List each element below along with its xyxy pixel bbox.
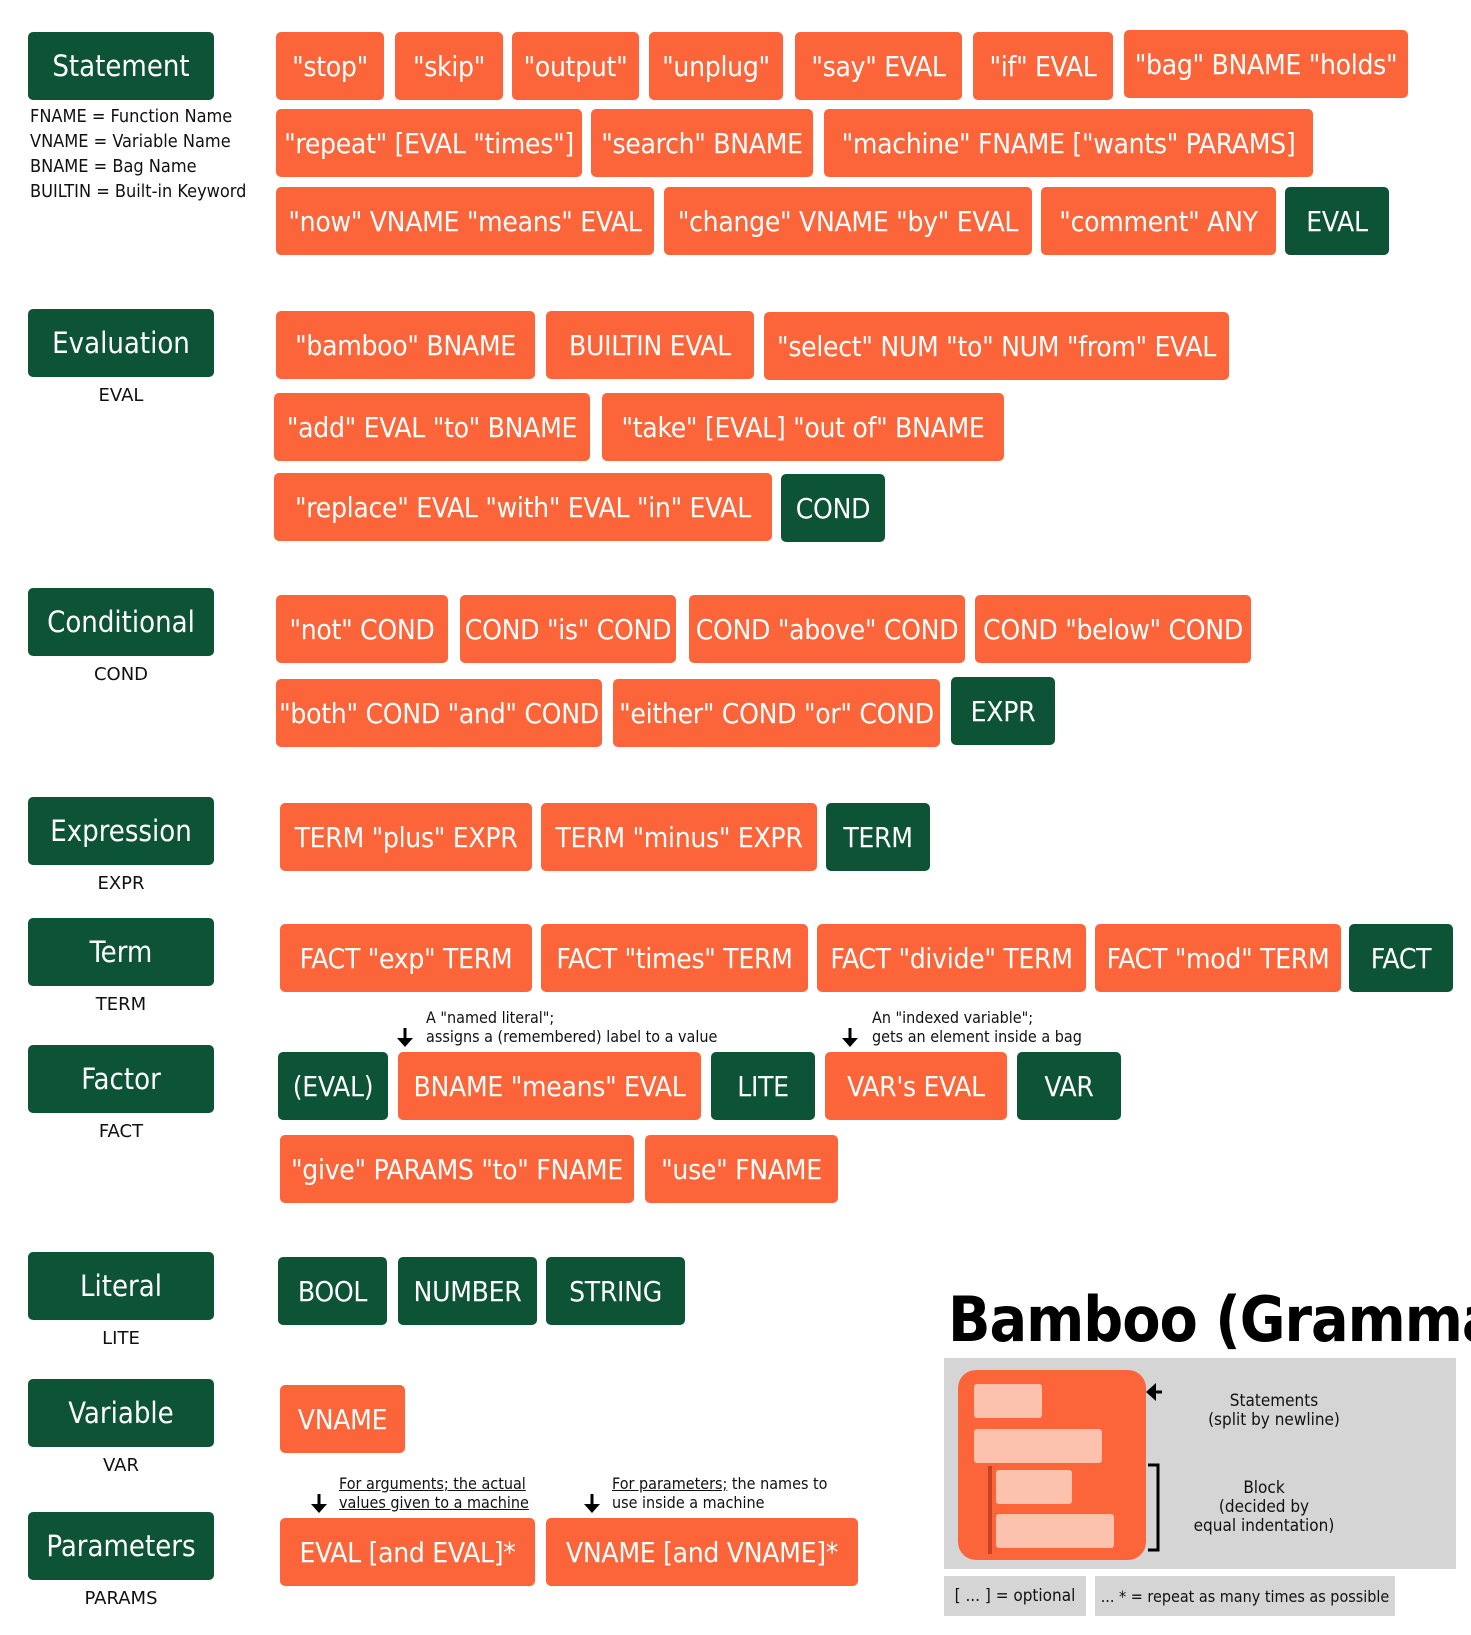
rule-minus: TERM "minus" EXPR	[541, 803, 817, 871]
section-parameters: Parameters	[28, 1512, 214, 1580]
rule-is: COND "is" COND	[460, 595, 676, 663]
note-parameters-1: For parameters; the names to	[612, 1474, 827, 1493]
section-statement: Statement	[28, 32, 214, 100]
statements-caption-1: Statements	[1229, 1391, 1319, 1411]
rule-paren-eval: (EVAL)	[278, 1052, 388, 1120]
note-named-literal-1: A "named literal";	[426, 1008, 555, 1027]
rule-give: "give" PARAMS "to" FNAME	[280, 1135, 634, 1203]
block-caption-2: (decided by	[1218, 1497, 1310, 1517]
rule-fact: FACT	[1349, 924, 1453, 992]
rule-stop: "stop"	[276, 32, 384, 100]
rule-output: "output"	[512, 32, 639, 100]
arrow-down-icon	[584, 1494, 600, 1513]
rule-either: "either" COND "or" COND	[613, 679, 940, 747]
note-indexed-variable-1: An "indexed variable";	[872, 1008, 1034, 1027]
rule-bag: "bag" BNAME "holds"	[1124, 30, 1408, 98]
rule-divide: FACT "divide" TERM	[817, 924, 1086, 992]
rule-not: "not" COND	[276, 595, 448, 663]
arrow-down-icon	[311, 1494, 327, 1513]
rule-now: "now" VNAME "means" EVAL	[276, 187, 654, 255]
rule-number: NUMBER	[398, 1257, 537, 1325]
block-caption-1: Block	[1243, 1478, 1285, 1498]
rule-eval: EVAL	[1285, 187, 1389, 255]
statements-caption-2: (split by newline)	[1208, 1410, 1340, 1430]
note-indexed-variable-2: gets an element inside a bag	[872, 1027, 1082, 1046]
rule-vars-eval: VAR's EVAL	[825, 1052, 1007, 1120]
key-repeat: ... * = repeat as many times as possible	[1095, 1576, 1395, 1616]
rule-repeat: "repeat" [EVAL "times"]	[276, 109, 582, 177]
section-literal: Literal	[28, 1252, 214, 1320]
rule-if: "if" EVAL	[973, 32, 1113, 100]
rule-both: "both" COND "and" COND	[276, 679, 602, 747]
rule-add: "add" EVAL "to" BNAME	[274, 393, 590, 461]
note-arguments-rest: the actual	[448, 1474, 526, 1493]
rule-bool: BOOL	[278, 1257, 387, 1325]
note-arguments-term: For arguments;	[339, 1474, 449, 1493]
rule-above: COND "above" COND	[689, 595, 965, 663]
rule-builtin: BUILTIN EVAL	[546, 311, 754, 379]
rule-unplug: "unplug"	[649, 32, 783, 100]
abbr-term: TERM	[95, 994, 147, 1015]
rule-lite: LITE	[711, 1052, 815, 1120]
rule-exp: FACT "exp" TERM	[280, 924, 532, 992]
page-title: Bamboo (Grammar)	[948, 1283, 1471, 1356]
note-arguments-2: values given to a machine	[339, 1493, 529, 1512]
rule-expr: EXPR	[951, 677, 1055, 745]
rule-say: "say" EVAL	[795, 32, 962, 100]
abbr-lite: LITE	[102, 1328, 140, 1349]
section-factor: Factor	[28, 1045, 214, 1113]
rule-take: "take" [EVAL] "out of" BNAME	[602, 393, 1004, 461]
block-diagram: Statements (split by newline) Block (dec…	[944, 1358, 1456, 1569]
legend-vname: VNAME = Variable Name	[30, 131, 231, 152]
section-variable: Variable	[28, 1379, 214, 1447]
rule-vname: VNAME	[280, 1385, 405, 1453]
rule-var: VAR	[1017, 1052, 1121, 1120]
rule-times: FACT "times" TERM	[541, 924, 808, 992]
rule-cond: COND	[781, 474, 885, 542]
legend-fname: FNAME = Function Name	[30, 106, 233, 127]
rule-mod: FACT "mod" TERM	[1095, 924, 1341, 992]
rule-vname-and-vname: VNAME [and VNAME]*	[546, 1518, 858, 1586]
abbr-params: PARAMS	[84, 1588, 158, 1609]
abbr-cond: COND	[93, 664, 149, 685]
section-term: Term	[28, 918, 214, 986]
rule-bamboo: "bamboo" BNAME	[276, 311, 535, 379]
arrow-down-icon	[842, 1028, 858, 1047]
legend-bname: BNAME = Bag Name	[30, 156, 197, 177]
note-parameters-rest: the names to	[727, 1474, 828, 1493]
abbr-eval: EVAL	[98, 385, 144, 406]
rule-skip: "skip"	[395, 32, 503, 100]
rule-machine: "machine" FNAME ["wants" PARAMS]	[824, 109, 1313, 177]
legend-builtin: BUILTIN = Built-in Keyword	[30, 181, 247, 202]
note-arguments-1: For arguments; the actual	[339, 1474, 526, 1493]
note-named-literal-2: assigns a (remembered) label to a value	[426, 1027, 718, 1046]
key-optional: [ ... ] = optional	[944, 1576, 1086, 1616]
abbr-var: VAR	[103, 1455, 139, 1476]
block-caption-3: equal indentation)	[1193, 1516, 1335, 1536]
note-arguments-line2: values given to a machine	[339, 1493, 529, 1512]
rule-string: STRING	[546, 1257, 685, 1325]
block-illustration	[958, 1370, 1162, 1560]
rule-comment: "comment" ANY	[1041, 187, 1276, 255]
section-expression: Expression	[28, 797, 214, 865]
rule-bname-means: BNAME "means" EVAL	[398, 1052, 701, 1120]
rule-below: COND "below" COND	[975, 595, 1251, 663]
rule-change: "change" VNAME "by" EVAL	[664, 187, 1032, 255]
rule-replace: "replace" EVAL "with" EVAL "in" EVAL	[274, 473, 772, 541]
section-evaluation: Evaluation	[28, 309, 214, 377]
abbr-fact: FACT	[98, 1121, 144, 1142]
rule-search: "search" BNAME	[591, 109, 813, 177]
note-parameters-2: use inside a machine	[612, 1493, 765, 1512]
rule-plus: TERM "plus" EXPR	[280, 803, 532, 871]
section-conditional: Conditional	[28, 588, 214, 656]
abbr-expr: EXPR	[97, 873, 145, 894]
note-parameters-term: For parameters;	[612, 1474, 728, 1493]
arrow-down-icon	[397, 1028, 413, 1047]
rule-term: TERM	[826, 803, 930, 871]
rule-use: "use" FNAME	[645, 1135, 838, 1203]
rule-select: "select" NUM "to" NUM "from" EVAL	[764, 312, 1229, 380]
rule-eval-and-eval: EVAL [and EVAL]*	[280, 1518, 535, 1586]
